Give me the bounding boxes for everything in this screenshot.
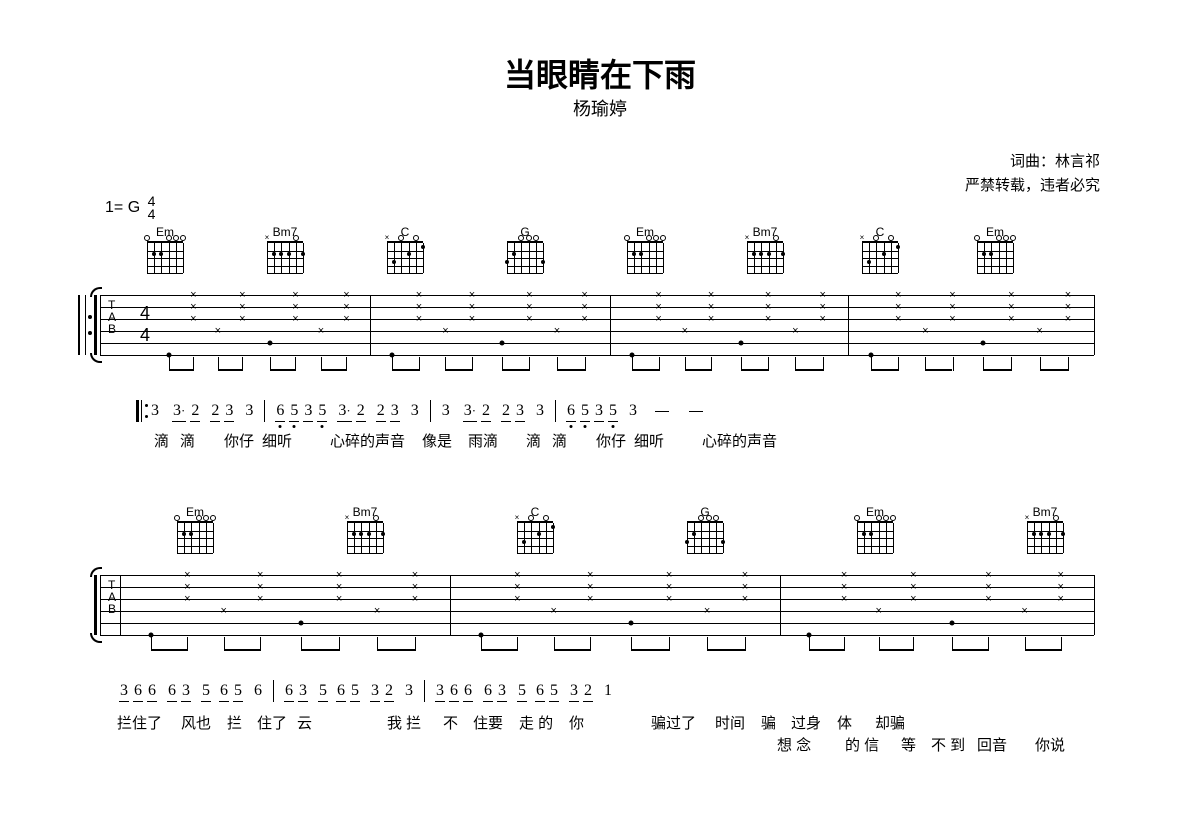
key-label: 1= <box>105 199 123 216</box>
chord-name: Bm7 <box>745 225 785 239</box>
tab-clef: TAB <box>108 579 116 615</box>
jianpu-line: 3666356566356532336663565321 <box>117 680 615 702</box>
chord-diagram-bm7: Bm7 × <box>745 225 785 273</box>
jianpu-line: 33·223365353·223333·223365353 <box>136 400 708 422</box>
lyrics-line: 拦住了风也拦住了云我 拦不住要走 的你骗过了时间骗过身体却骗 <box>117 712 915 733</box>
chord-diagram-em: Em <box>145 225 185 273</box>
chord-diagram-bm7: Bm7 × <box>1025 505 1065 553</box>
song-title: 当眼睛在下雨 <box>0 50 1200 96</box>
chord-name: C <box>515 505 555 519</box>
fretboard: × <box>862 241 898 273</box>
tab-clef: TAB <box>108 299 116 335</box>
lyrics-line: 想 念的 信等不 到回音你说 <box>777 734 1075 755</box>
fretboard: × <box>517 521 553 553</box>
composer-name: 林言祁 <box>1055 153 1100 170</box>
fretboard: × <box>267 241 303 273</box>
chord-diagram-g: G <box>685 505 725 553</box>
tab-staff-2: TAB×××××××××××××××××××××××××××××××××××××… <box>100 575 1094 635</box>
tab-staff-1: TAB44×××××××××××××××××××××××××××××××××××… <box>100 295 1094 355</box>
fretboard: × <box>747 241 783 273</box>
chord-diagram-bm7: Bm7 × <box>345 505 385 553</box>
composer-label: 词曲： <box>1010 153 1055 170</box>
key-value: G <box>128 199 140 216</box>
chord-name: C <box>385 225 425 239</box>
key-signature: 1= G 4 4 <box>105 195 155 220</box>
fretboard <box>177 521 213 553</box>
chord-name: C <box>860 225 900 239</box>
tab-time-signature: 44 <box>140 303 150 346</box>
chord-diagram-em: Em <box>625 225 665 273</box>
chord-diagram-c: C× <box>515 505 555 553</box>
chord-diagram-em: Em <box>175 505 215 553</box>
chord-name: Bm7 <box>345 505 385 519</box>
chord-diagram-g: G <box>505 225 545 273</box>
time-denominator: 4 <box>148 208 156 221</box>
fretboard <box>687 521 723 553</box>
chord-name: Bm7 <box>265 225 305 239</box>
credits: 词曲：林言祁 严禁转载，违者必究 <box>965 150 1100 198</box>
artist-name: 杨瑜婷 <box>0 95 1200 121</box>
chord-diagram-em: Em <box>855 505 895 553</box>
copyright-notice: 严禁转载，违者必究 <box>965 177 1100 194</box>
chord-diagram-em: Em <box>975 225 1015 273</box>
lyrics-line: 滴滴你仔细听心碎的声音像是雨滴滴滴你仔细听心碎的声音 <box>154 430 794 451</box>
time-signature: 4 4 <box>148 195 156 220</box>
fretboard <box>977 241 1013 273</box>
chord-name: Bm7 <box>1025 505 1065 519</box>
fretboard: × <box>1027 521 1063 553</box>
fretboard <box>147 241 183 273</box>
chord-diagram-bm7: Bm7 × <box>265 225 305 273</box>
fretboard: × <box>347 521 383 553</box>
fretboard <box>627 241 663 273</box>
chord-diagram-c: C× <box>385 225 425 273</box>
fretboard <box>507 241 543 273</box>
fretboard <box>857 521 893 553</box>
chord-diagram-c: C× <box>860 225 900 273</box>
fretboard: × <box>387 241 423 273</box>
